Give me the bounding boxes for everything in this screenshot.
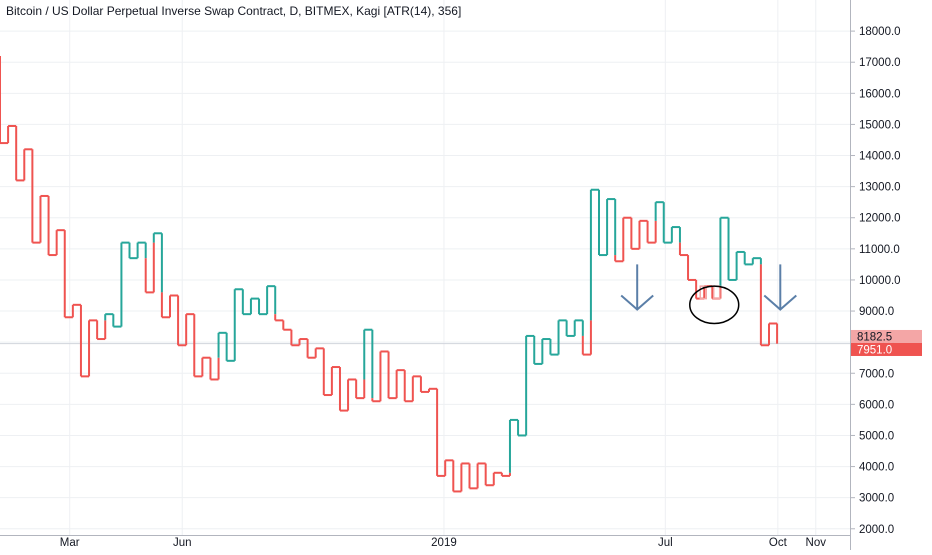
chart-title: Bitcoin / US Dollar Perpetual Inverse Sw… <box>6 4 462 18</box>
y-tick-label: 6000.0 <box>859 399 894 411</box>
x-tick-label: Mar <box>60 537 80 549</box>
annotation-layer <box>620 264 797 325</box>
arrow-head <box>620 294 654 311</box>
x-tick-label: Oct <box>769 537 788 549</box>
y-tick-label: 17000.0 <box>859 57 901 69</box>
y-tick-label: 10000.0 <box>859 275 901 287</box>
x-tick-label: Jun <box>173 537 192 549</box>
price-label-box <box>851 329 922 343</box>
y-tick-label: 13000.0 <box>859 182 901 194</box>
y-tick-label: 2000.0 <box>859 524 894 536</box>
x-tick-label: Nov <box>806 537 827 549</box>
price-label: 8182.5 <box>857 331 892 343</box>
x-tick-label: 2019 <box>431 537 457 549</box>
ghost-segment <box>712 285 721 300</box>
grid-layer <box>0 0 850 535</box>
y-tick-label: 11000.0 <box>859 244 900 256</box>
arrow-head <box>763 294 797 311</box>
y-tick-label: 18000.0 <box>859 26 901 38</box>
ellipse-annotation <box>689 285 740 325</box>
y-tick-label: 15000.0 <box>859 119 901 131</box>
ghost-segment <box>699 285 707 300</box>
x-tick-label: Jul <box>658 537 673 549</box>
kagi-series <box>0 55 779 493</box>
y-tick-label: 5000.0 <box>859 430 894 442</box>
y-tick-label: 16000.0 <box>859 88 901 100</box>
price-label-box <box>851 342 922 356</box>
price-label: 7951.0 <box>857 344 892 356</box>
y-tick-label: 7000.0 <box>859 368 894 380</box>
y-tick-label: 9000.0 <box>859 306 894 318</box>
y-tick-label: 4000.0 <box>859 462 894 474</box>
y-tick-label: 14000.0 <box>859 151 901 163</box>
y-tick-label: 3000.0 <box>859 493 894 505</box>
y-tick-label: 12000.0 <box>859 213 901 225</box>
